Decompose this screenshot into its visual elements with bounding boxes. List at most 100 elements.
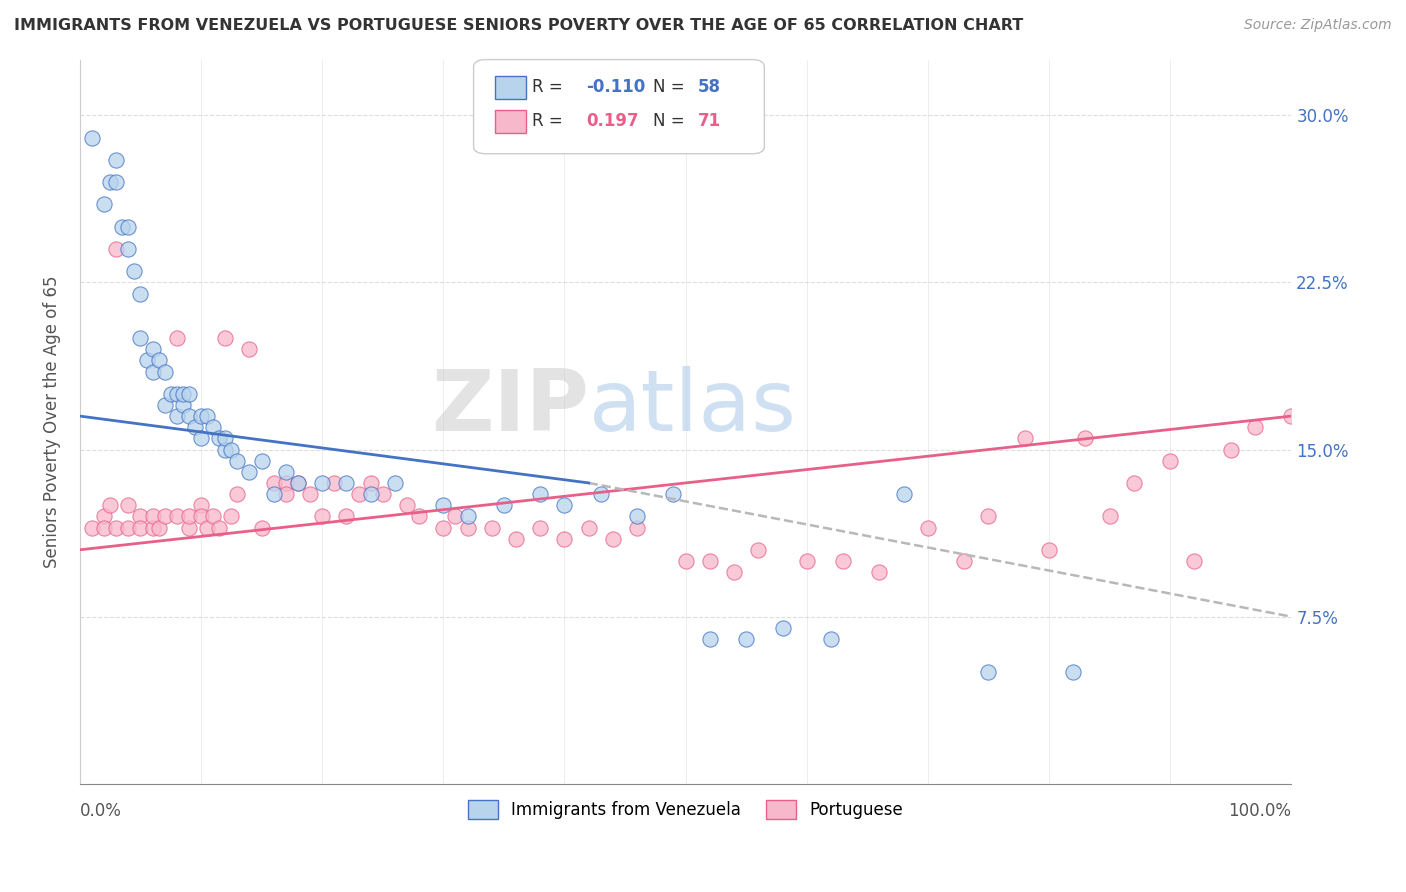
Point xyxy=(335,509,357,524)
Point xyxy=(492,498,515,512)
Point xyxy=(208,431,231,445)
Point xyxy=(226,487,249,501)
Point xyxy=(105,242,128,256)
Point xyxy=(184,420,207,434)
Point xyxy=(529,487,551,501)
Point xyxy=(153,509,176,524)
Text: -0.110: -0.110 xyxy=(586,78,645,96)
Point xyxy=(274,475,297,490)
Point xyxy=(190,509,212,524)
Point xyxy=(626,520,648,534)
Text: R =: R = xyxy=(531,112,568,130)
Point xyxy=(287,475,309,490)
Point xyxy=(626,509,648,524)
Point xyxy=(263,487,285,501)
Point xyxy=(98,498,121,512)
Point xyxy=(287,475,309,490)
Point xyxy=(1062,665,1084,680)
Point xyxy=(457,520,479,534)
Point xyxy=(117,242,139,256)
Legend: Immigrants from Venezuela, Portuguese: Immigrants from Venezuela, Portuguese xyxy=(461,794,910,826)
Point xyxy=(1098,509,1121,524)
Point xyxy=(93,520,115,534)
Point xyxy=(80,520,103,534)
Point xyxy=(190,498,212,512)
Y-axis label: Seniors Poverty Over the Age of 65: Seniors Poverty Over the Age of 65 xyxy=(44,276,60,568)
Point xyxy=(80,130,103,145)
Point xyxy=(148,353,170,368)
Point xyxy=(1244,420,1267,434)
Point xyxy=(360,487,382,501)
Text: N =: N = xyxy=(652,112,690,130)
Point xyxy=(299,487,322,501)
Point xyxy=(105,153,128,167)
Point xyxy=(796,554,818,568)
Point xyxy=(250,453,273,467)
Point xyxy=(662,487,685,501)
Point xyxy=(117,520,139,534)
Point xyxy=(142,509,165,524)
Bar xyxy=(495,110,526,134)
Point xyxy=(129,509,152,524)
Point xyxy=(772,621,794,635)
Point xyxy=(481,520,503,534)
Point xyxy=(360,475,382,490)
Point xyxy=(395,498,418,512)
Point xyxy=(159,386,181,401)
Point xyxy=(602,532,624,546)
Point xyxy=(166,509,188,524)
Point xyxy=(202,420,225,434)
Point xyxy=(893,487,915,501)
Point xyxy=(977,509,1000,524)
Point xyxy=(311,509,333,524)
Point xyxy=(735,632,758,646)
Point xyxy=(129,286,152,301)
Point xyxy=(335,475,357,490)
Point xyxy=(142,343,165,357)
Point xyxy=(553,498,575,512)
Point xyxy=(117,498,139,512)
Point xyxy=(105,175,128,189)
Point xyxy=(124,264,146,278)
Point xyxy=(148,520,170,534)
Point xyxy=(226,453,249,467)
Point xyxy=(977,665,1000,680)
Point xyxy=(177,409,200,423)
Text: Source: ZipAtlas.com: Source: ZipAtlas.com xyxy=(1244,18,1392,32)
Point xyxy=(699,554,721,568)
Point xyxy=(699,632,721,646)
Point xyxy=(221,442,243,457)
Point xyxy=(1184,554,1206,568)
Point xyxy=(323,475,346,490)
Point xyxy=(208,520,231,534)
Point xyxy=(172,386,194,401)
Point xyxy=(153,365,176,379)
Text: IMMIGRANTS FROM VENEZUELA VS PORTUGUESE SENIORS POVERTY OVER THE AGE OF 65 CORRE: IMMIGRANTS FROM VENEZUELA VS PORTUGUESE … xyxy=(14,18,1024,33)
Point xyxy=(250,520,273,534)
Text: N =: N = xyxy=(652,78,690,96)
Point xyxy=(238,465,260,479)
Point xyxy=(202,509,225,524)
Point xyxy=(505,532,527,546)
Point xyxy=(1122,475,1144,490)
Point xyxy=(1219,442,1241,457)
Point xyxy=(98,175,121,189)
Point xyxy=(177,520,200,534)
Point xyxy=(214,431,236,445)
Point xyxy=(723,565,745,579)
Point xyxy=(190,409,212,423)
Point xyxy=(1074,431,1097,445)
Point xyxy=(166,331,188,345)
Text: 71: 71 xyxy=(697,112,721,130)
Point xyxy=(675,554,697,568)
Point xyxy=(347,487,370,501)
Point xyxy=(747,542,769,557)
Point xyxy=(221,509,243,524)
Text: atlas: atlas xyxy=(589,366,797,449)
Point xyxy=(1159,453,1181,467)
Point xyxy=(384,475,406,490)
Point xyxy=(93,197,115,211)
Point xyxy=(166,386,188,401)
Point xyxy=(553,532,575,546)
Point xyxy=(190,431,212,445)
